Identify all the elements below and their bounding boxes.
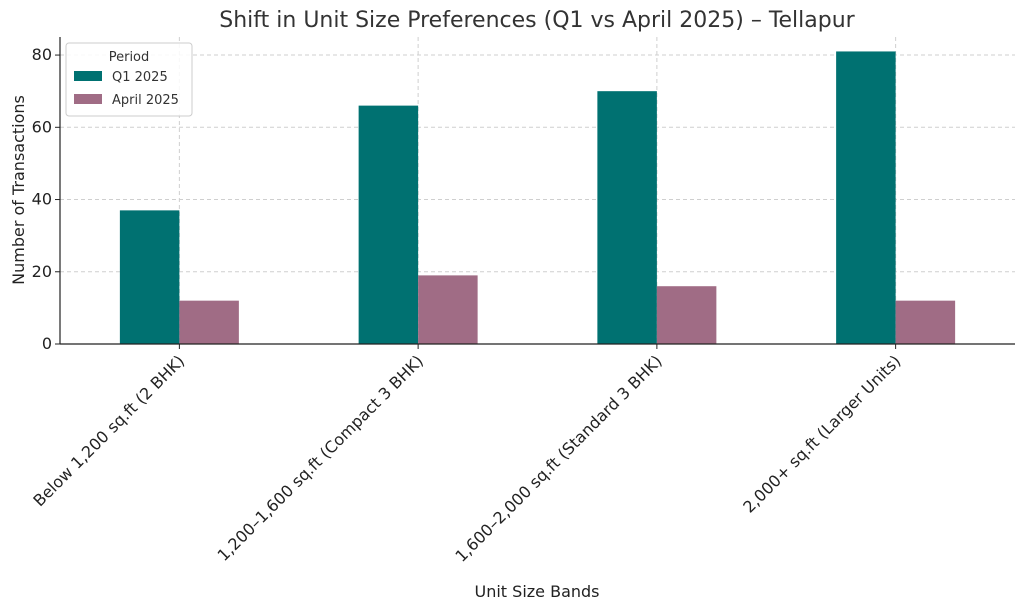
y-tick-label: 20 (32, 262, 52, 281)
x-tick-label: Below 1,200 sq.ft (2 BHK) (29, 351, 188, 510)
bar-april-2025 (418, 275, 478, 344)
x-tick-label: 1,600–2,000 sq.ft (Standard 3 BHK) (451, 351, 665, 565)
y-tick-label: 40 (32, 190, 52, 209)
legend-swatch-q1-2025 (74, 71, 102, 81)
legend-label-april-2025: April 2025 (112, 93, 179, 108)
chart-title: Shift in Unit Size Preferences (Q1 vs Ap… (219, 8, 855, 33)
x-tick-label: 2,000+ sq.ft (Larger Units) (739, 351, 904, 516)
x-tick-labels: Below 1,200 sq.ft (2 BHK) 1,200–1,600 sq.… (29, 351, 904, 565)
bar-q1-2025 (836, 51, 896, 345)
bar-q1-2025 (358, 105, 419, 344)
bar-april-2025 (656, 286, 717, 344)
legend: Period Q1 2025 April 2025 (65, 42, 193, 117)
x-tick-label: 1,200–1,600 sq.ft (Compact 3 BHK) (213, 351, 426, 564)
legend-swatch-april-2025 (74, 94, 102, 104)
legend-label-q1-2025: Q1 2025 (112, 70, 168, 85)
legend-title: Period (109, 50, 150, 65)
bar-q1-2025 (119, 210, 180, 344)
bar-april-2025 (895, 300, 956, 344)
bars-layer (119, 51, 956, 345)
axes-layer (55, 37, 1015, 349)
y-tick-label: 80 (32, 45, 52, 64)
y-axis-label: Number of Transactions (9, 95, 28, 285)
y-tick-labels: 0 20 40 60 80 (32, 45, 52, 353)
y-tick-label: 0 (42, 334, 52, 353)
bar-q1-2025 (597, 91, 657, 344)
bar-april-2025 (179, 300, 239, 344)
x-axis-label: Unit Size Bands (475, 582, 600, 601)
y-tick-label: 60 (32, 117, 52, 136)
